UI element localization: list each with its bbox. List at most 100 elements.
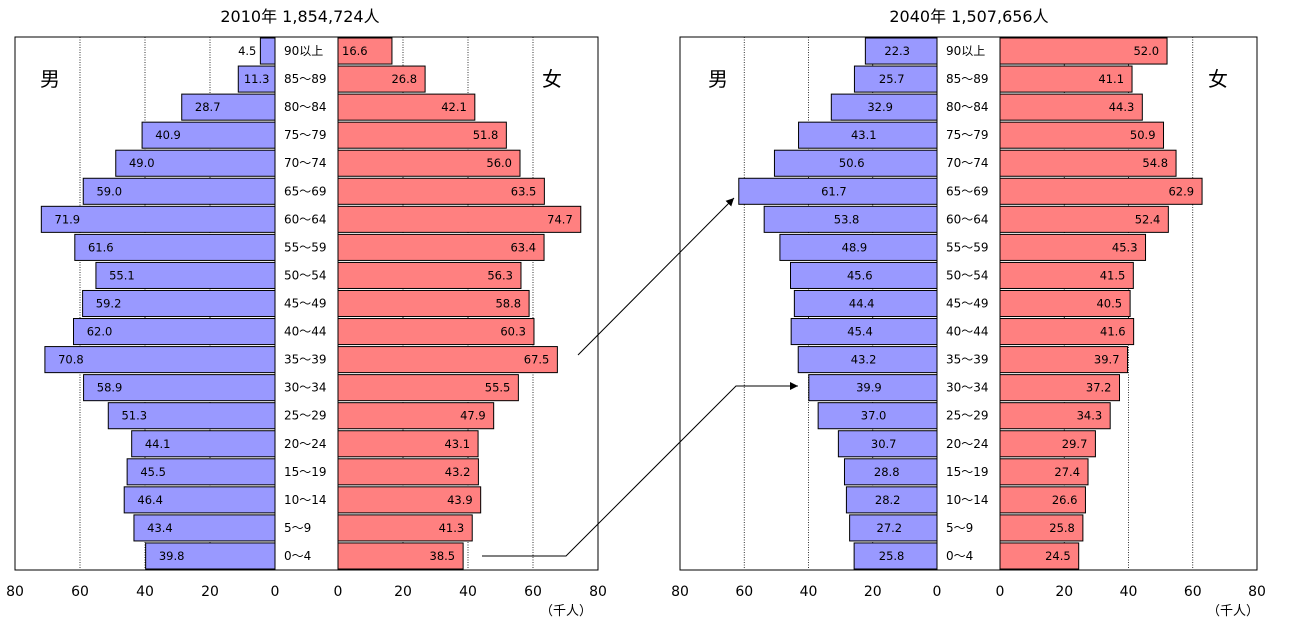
- age-group-label: 45～49: [946, 297, 989, 311]
- age-group-label: 65～69: [284, 184, 327, 198]
- female-value-label: 38.5: [430, 549, 456, 563]
- male-bar: [126, 458, 276, 486]
- male-value-label: 37.0: [861, 409, 887, 423]
- male-value-label: 45.6: [847, 268, 873, 282]
- male-bar: [40, 205, 276, 233]
- male-bar: [95, 261, 276, 289]
- x-tick-label: 20: [1055, 584, 1073, 600]
- x-tick-label: 80: [589, 584, 607, 600]
- female-value-label: 43.1: [444, 437, 470, 451]
- chart-title: 2040年 1,507,656人: [889, 7, 1048, 26]
- female-value-label: 41.3: [439, 521, 465, 535]
- age-group-label: 50～54: [946, 268, 989, 282]
- female-bar: [337, 289, 530, 318]
- female-value-label: 58.8: [495, 297, 521, 311]
- female-value-label: 43.2: [445, 465, 471, 479]
- female-value-label: 24.5: [1045, 549, 1071, 563]
- female-bar: [999, 374, 1121, 402]
- male-label: 男: [708, 67, 728, 91]
- x-tick-label: 60: [1184, 584, 1202, 600]
- male-bar: [864, 37, 938, 65]
- male-bar: [259, 37, 276, 65]
- age-group-label: 5～9: [946, 521, 973, 535]
- age-group-label: 25～29: [284, 409, 327, 423]
- male-value-label: 27.2: [877, 521, 903, 535]
- male-bar: [763, 205, 938, 233]
- x-tick-label: 40: [800, 584, 818, 600]
- female-bar: [337, 233, 545, 261]
- age-group-label: 80～84: [946, 100, 989, 114]
- age-group-label: 10～14: [946, 493, 989, 507]
- female-bar: [999, 542, 1080, 570]
- female-value-label: 27.4: [1054, 465, 1080, 479]
- age-group-label: 40～44: [284, 325, 327, 339]
- female-value-label: 42.1: [441, 100, 467, 114]
- female-value-label: 34.3: [1077, 409, 1103, 423]
- female-value-label: 52.0: [1133, 44, 1159, 58]
- male-bar: [145, 542, 276, 570]
- female-bar: [999, 458, 1089, 486]
- age-group-label: 90以上: [284, 44, 323, 58]
- age-group-label: 35～39: [946, 353, 989, 367]
- age-group-label: 70～74: [284, 156, 327, 170]
- age-group-label: 70～74: [946, 156, 989, 170]
- male-value-label: 45.4: [847, 325, 873, 339]
- male-bar: [853, 65, 938, 93]
- female-value-label: 63.4: [510, 240, 536, 254]
- male-bar: [107, 402, 276, 430]
- female-value-label: 56.0: [486, 156, 512, 170]
- male-value-label: 61.6: [88, 240, 114, 254]
- male-value-label: 48.9: [842, 240, 868, 254]
- female-value-label: 29.7: [1062, 437, 1088, 451]
- male-value-label: 55.1: [109, 268, 135, 282]
- age-group-label: 15～19: [946, 465, 989, 479]
- female-bar: [999, 486, 1086, 514]
- female-value-label: 54.8: [1142, 156, 1168, 170]
- male-bar: [237, 65, 276, 93]
- female-value-label: 60.3: [500, 325, 526, 339]
- female-bar: [337, 205, 582, 233]
- age-group-label: 35～39: [284, 353, 327, 367]
- male-bar: [790, 261, 938, 289]
- age-group-label: 60～64: [284, 212, 327, 226]
- female-value-label: 41.6: [1100, 325, 1126, 339]
- male-bar: [808, 374, 938, 402]
- male-bar: [44, 346, 276, 374]
- female-bar: [999, 514, 1084, 542]
- male-bar: [74, 233, 276, 261]
- male-value-label: 49.0: [129, 156, 155, 170]
- male-bar: [83, 374, 276, 402]
- x-tick-label: 60: [71, 584, 89, 600]
- female-bar: [337, 177, 545, 205]
- female-bar: [337, 430, 479, 458]
- female-value-label: 62.9: [1168, 184, 1194, 198]
- female-bar: [337, 542, 464, 570]
- male-bar: [779, 233, 938, 261]
- male-value-label: 61.7: [821, 184, 847, 198]
- male-bar: [793, 289, 938, 318]
- female-value-label: 41.1: [1098, 72, 1124, 86]
- female-value-label: 55.5: [485, 381, 511, 395]
- x-tick-label: 20: [864, 584, 882, 600]
- male-value-label: 25.7: [879, 72, 905, 86]
- female-bar: [999, 121, 1165, 149]
- age-group-label: 85～89: [284, 72, 327, 86]
- male-value-label: 45.5: [140, 465, 166, 479]
- age-group-label: 55～59: [946, 240, 989, 254]
- male-value-label: 28.2: [875, 493, 901, 507]
- age-group-label: 50～54: [284, 268, 327, 282]
- male-value-label: 70.8: [58, 353, 84, 367]
- male-value-label: 30.7: [871, 437, 897, 451]
- female-value-label: 37.2: [1086, 381, 1112, 395]
- female-value-label: 56.3: [487, 268, 513, 282]
- x-tick-label: 80: [1248, 584, 1266, 600]
- female-bar: [999, 37, 1168, 65]
- x-tick-label: 40: [136, 584, 154, 600]
- pyramid-2010: 2010年 1,854,724人 4.5 16.6 90以上 11.3 26.8 85～89…: [6, 7, 607, 619]
- age-group-label: 20～24: [946, 437, 989, 451]
- female-bar: [999, 233, 1147, 261]
- chart-title: 2010年 1,854,724人: [220, 7, 379, 26]
- male-value-label: 59.2: [96, 297, 122, 311]
- age-group-label: 40～44: [946, 325, 989, 339]
